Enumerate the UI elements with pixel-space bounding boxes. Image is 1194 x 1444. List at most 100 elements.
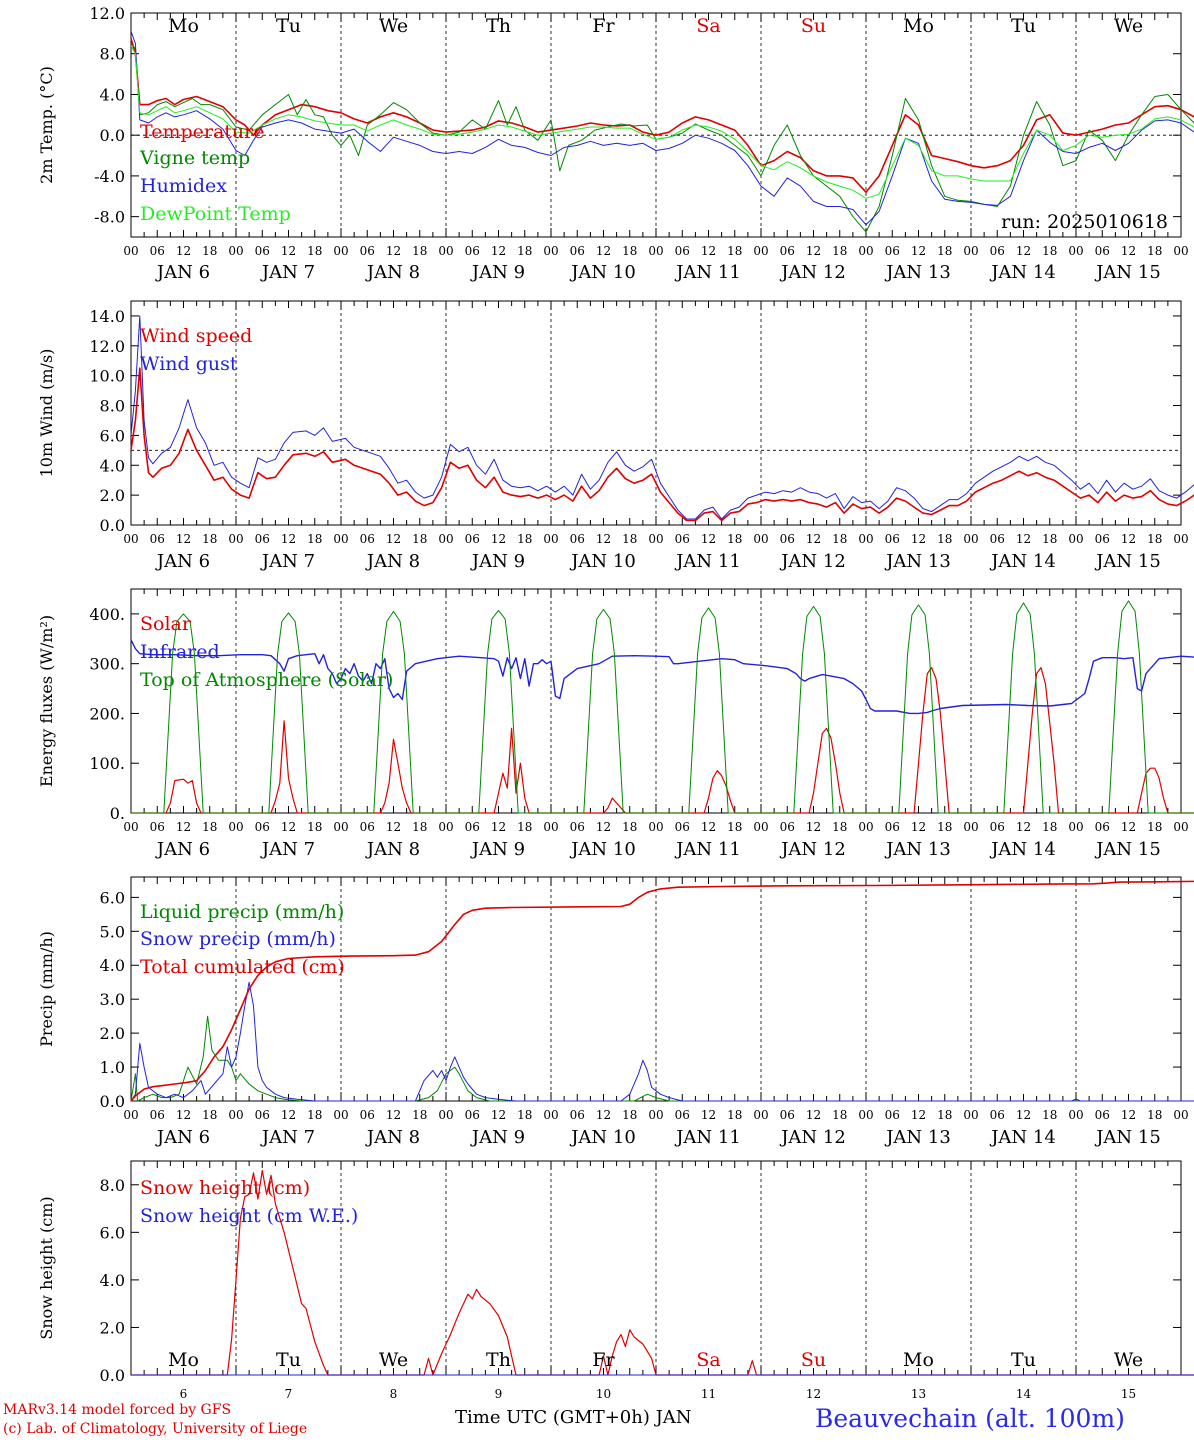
weekday-label-bottom: Sa [696, 1349, 720, 1371]
date-label: JAN 14 [989, 839, 1056, 860]
date-label: JAN 15 [1094, 551, 1161, 572]
hour-tick-label: 12 [1016, 244, 1031, 258]
legend-entry: Humidex [140, 175, 227, 197]
hour-tick-label: 06 [255, 244, 270, 258]
hour-tick-label: 06 [675, 244, 690, 258]
hour-tick-label: 06 [1095, 820, 1110, 834]
hour-tick-label: 18 [937, 820, 952, 834]
hour-tick-label: 12 [911, 1108, 926, 1122]
hour-tick-label: 00 [1173, 532, 1188, 546]
hour-tick-label: 00 [438, 820, 453, 834]
day-number-label: 10 [596, 1387, 611, 1401]
y-axis-label: Energy fluxes (W/m²) [37, 615, 56, 787]
y-tick-label: 1.0 [100, 1058, 125, 1077]
date-label: JAN 8 [365, 262, 420, 283]
hour-tick-label: 06 [570, 820, 585, 834]
hour-tick-label: 18 [1042, 532, 1057, 546]
legend-entry: Snow height (cm) [140, 1177, 310, 1199]
series-line-liquid-precip-mm-h- [130, 1015, 1194, 1102]
hour-tick-label: 12 [176, 1108, 191, 1122]
hour-tick-label: 00 [753, 532, 768, 546]
hour-tick-label: 06 [780, 1108, 795, 1122]
hour-tick-label: 06 [990, 820, 1005, 834]
hour-tick-label: 06 [1095, 1108, 1110, 1122]
hour-tick-label: 18 [832, 820, 847, 834]
date-label: JAN 11 [674, 839, 741, 860]
hour-tick-label: 18 [622, 820, 637, 834]
series-line-total-cumulated-cm- [130, 880, 1194, 1102]
hour-tick-label: 00 [1068, 1108, 1083, 1122]
hour-tick-label: 00 [543, 820, 558, 834]
y-axis-label: 10m Wind (m/s) [37, 349, 56, 478]
y-tick-label: 12.0 [89, 4, 125, 23]
hour-tick-label: 06 [570, 532, 585, 546]
series-line-humidex [130, 31, 1194, 226]
legend-entry: Vigne temp [139, 147, 250, 169]
panel-frame-1 [130, 300, 1182, 526]
day-number-label: 6 [180, 1387, 188, 1401]
hour-tick-label: 12 [911, 532, 926, 546]
hour-tick-label: 06 [885, 1108, 900, 1122]
hour-tick-label: 12 [491, 820, 506, 834]
y-tick-label: 2.0 [100, 486, 125, 505]
hour-tick-label: 00 [228, 532, 243, 546]
y-tick-label: 6.0 [100, 426, 125, 445]
hour-tick-label: 00 [648, 1108, 663, 1122]
y-tick-label: -8.0 [94, 208, 125, 227]
series-line-dewpoint-temp [130, 45, 1194, 199]
hour-tick-label: 12 [281, 244, 296, 258]
y-tick-label: 3.0 [100, 990, 125, 1009]
hour-tick-label: 00 [123, 244, 138, 258]
hour-tick-label: 18 [832, 244, 847, 258]
date-label: JAN 13 [884, 551, 951, 572]
date-label: JAN 14 [989, 1127, 1056, 1148]
date-label: JAN 6 [155, 262, 210, 283]
hour-tick-label: 18 [517, 244, 532, 258]
hour-tick-label: 12 [386, 244, 401, 258]
hour-tick-label: 00 [648, 532, 663, 546]
weekday-label-bottom: We [1114, 1349, 1143, 1371]
hour-tick-label: 18 [622, 532, 637, 546]
model-credit: MARv3.14 model forced by GFS [3, 1402, 232, 1418]
hour-tick-label: 12 [806, 532, 821, 546]
legend-entry: DewPoint Temp [140, 203, 291, 225]
y-tick-label: 0.0 [100, 1092, 125, 1111]
date-label: JAN 12 [779, 839, 846, 860]
hour-tick-label: 18 [517, 532, 532, 546]
hour-tick-label: 06 [780, 244, 795, 258]
weekday-label: Tu [1011, 15, 1036, 37]
weekday-label-bottom: Th [486, 1349, 511, 1371]
hour-tick-label: 06 [675, 532, 690, 546]
hour-tick-label: 00 [1173, 244, 1188, 258]
hour-tick-label: 18 [1042, 820, 1057, 834]
hour-tick-label: 12 [1016, 820, 1031, 834]
hour-tick-label: 00 [963, 1108, 978, 1122]
date-label: JAN 8 [365, 551, 420, 572]
hour-tick-label: 00 [963, 244, 978, 258]
legend-entry: Temperature [140, 121, 264, 143]
y-tick-label: 5.0 [100, 922, 125, 941]
weekday-label-bottom: Mo [903, 1349, 934, 1371]
series-line-snow-precip-mm-h- [130, 981, 1194, 1102]
x-axis-title: Time UTC (GMT+0h) JAN [455, 1407, 692, 1428]
weekday-label: Mo [168, 15, 199, 37]
legend-entry: Total cumulated (cm) [140, 956, 345, 978]
hour-tick-label: 18 [202, 820, 217, 834]
series-line-infrared [130, 639, 1194, 715]
y-tick-label: 4.0 [100, 456, 125, 475]
weekday-label: Fr [592, 15, 615, 37]
hour-tick-label: 00 [438, 1108, 453, 1122]
date-label: JAN 7 [260, 551, 315, 572]
hour-tick-label: 12 [491, 532, 506, 546]
hour-tick-label: 18 [307, 532, 322, 546]
hour-tick-label: 06 [990, 1108, 1005, 1122]
weekday-label-bottom: Tu [276, 1349, 301, 1371]
y-tick-label: 8.0 [100, 1176, 125, 1195]
day-number-label: 12 [806, 1387, 821, 1401]
hour-tick-label: 00 [333, 1108, 348, 1122]
weekday-label-bottom: We [379, 1349, 408, 1371]
date-label: JAN 13 [884, 262, 951, 283]
date-label: JAN 8 [365, 1127, 420, 1148]
hour-tick-label: 00 [1068, 820, 1083, 834]
hour-tick-label: 18 [517, 820, 532, 834]
